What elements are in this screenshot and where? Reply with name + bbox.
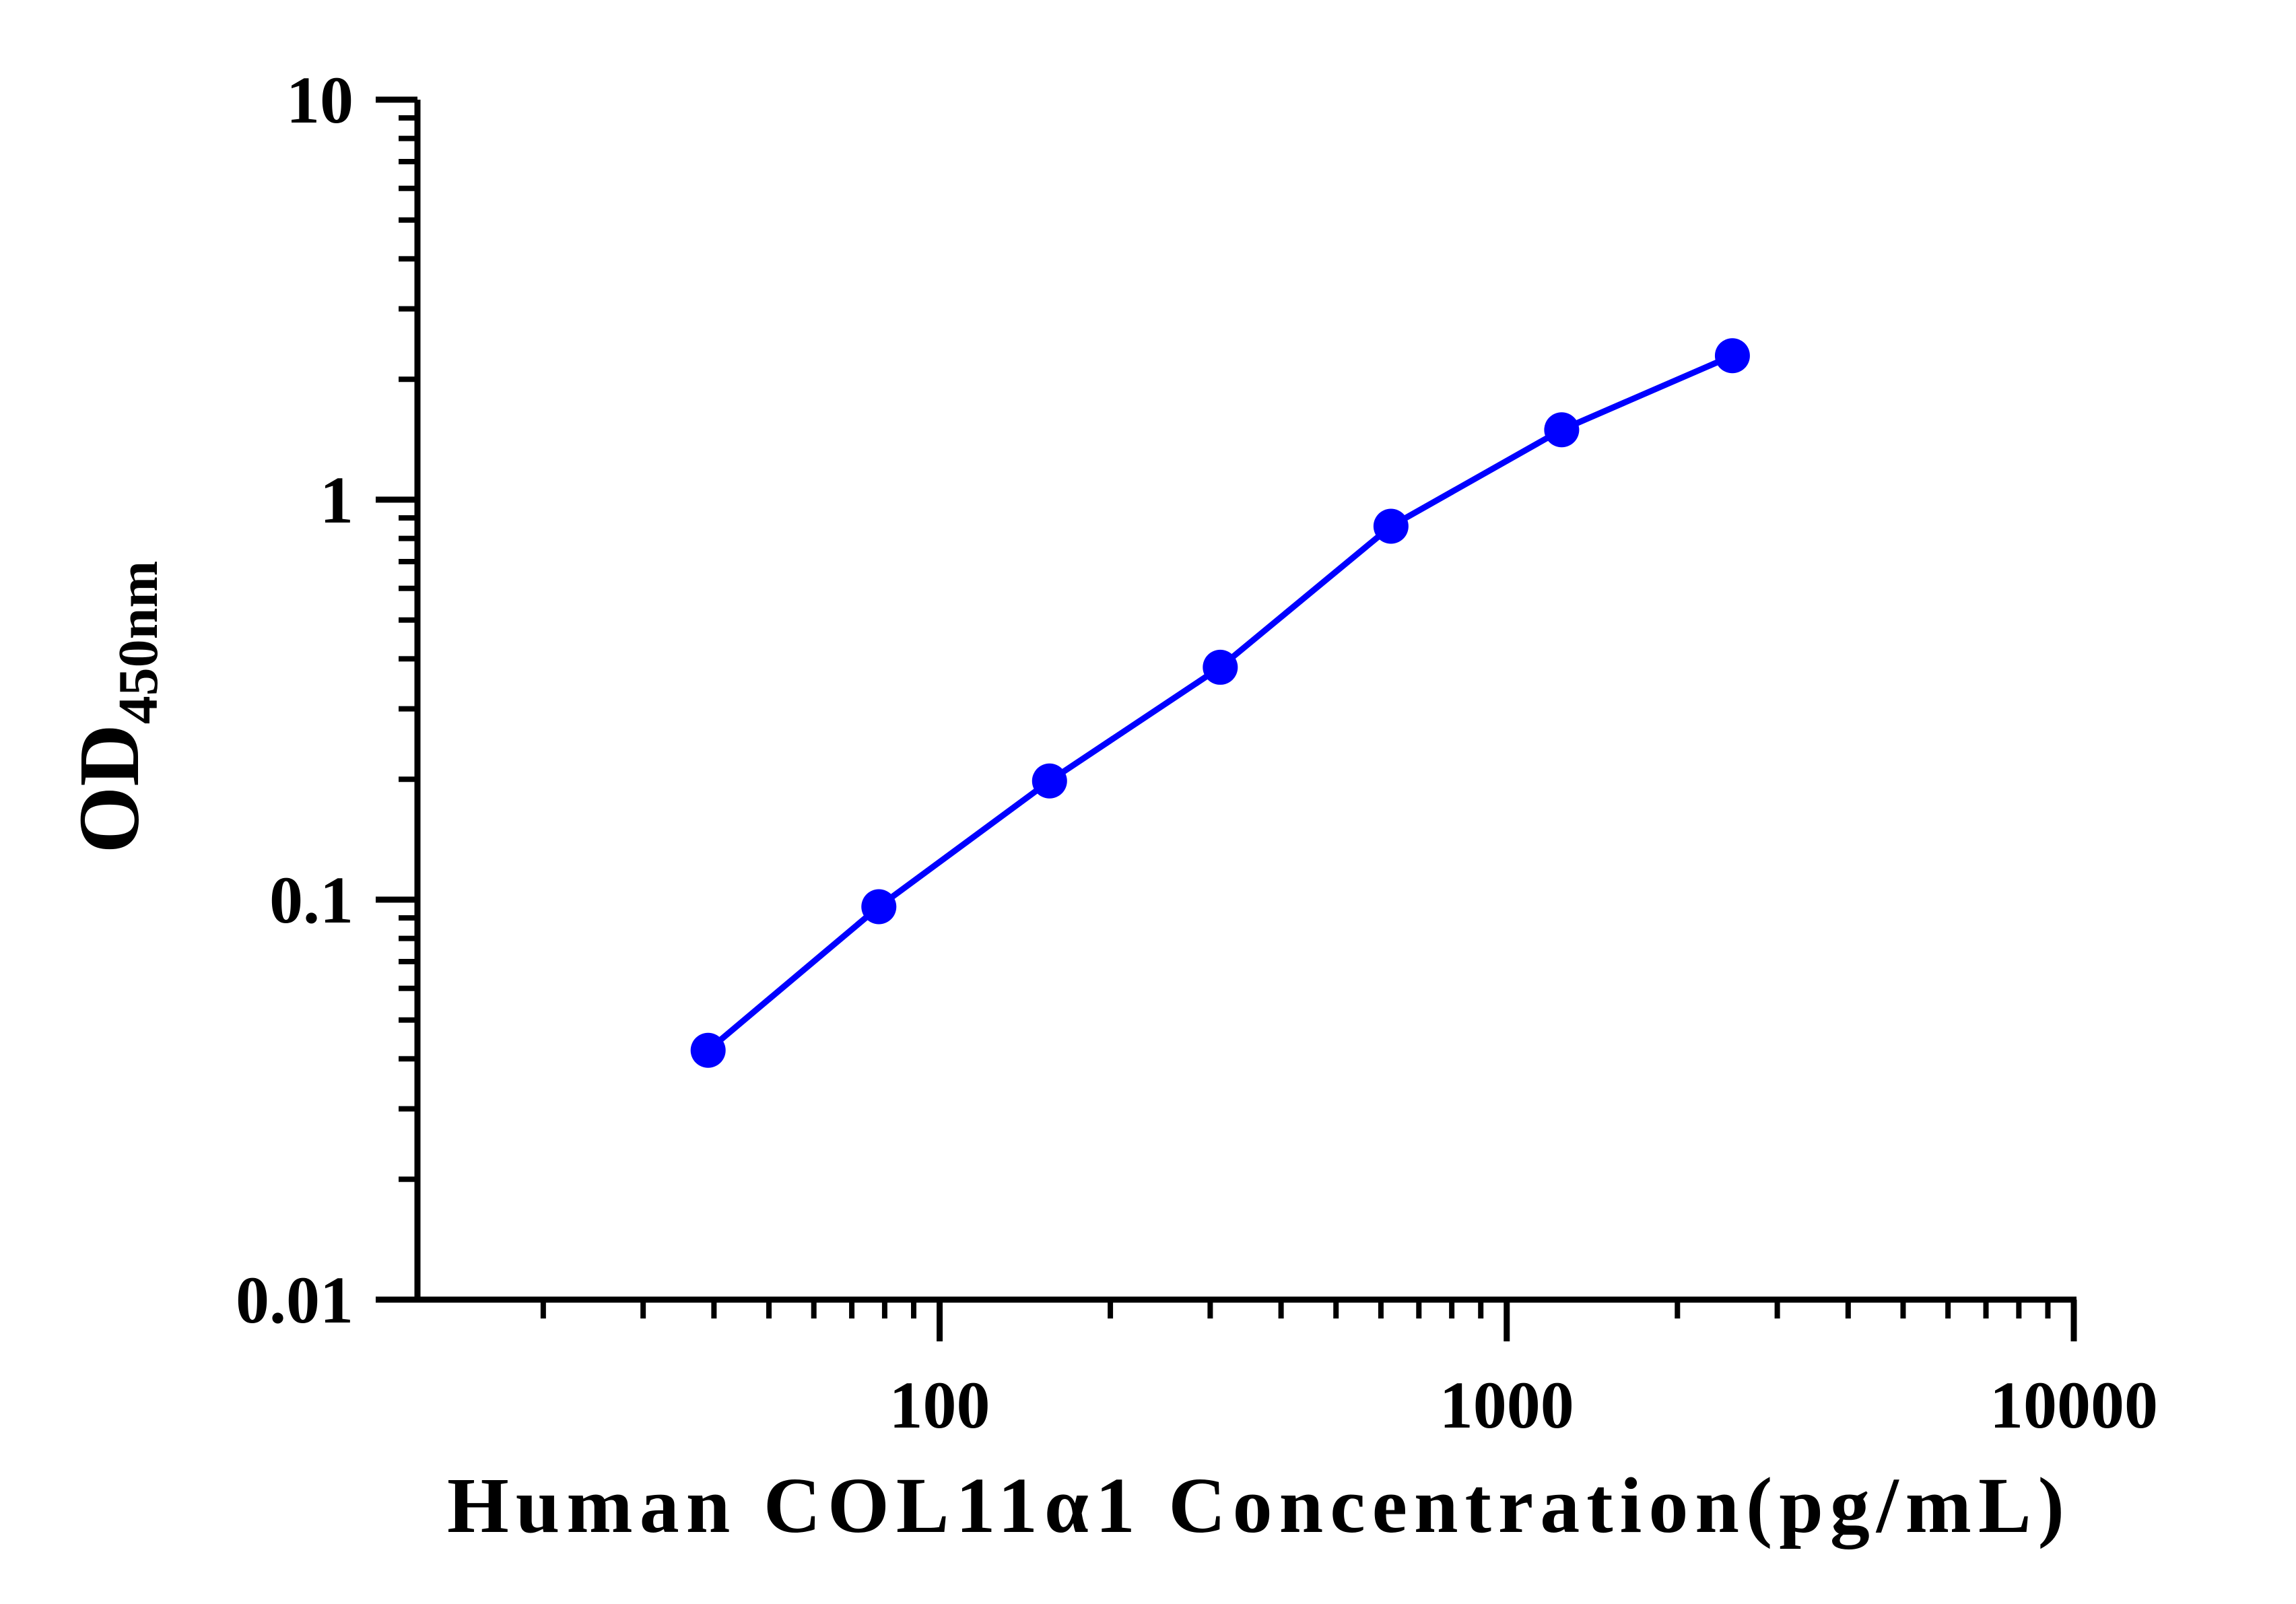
x-tick-label: 100 (889, 1368, 990, 1442)
axes (376, 96, 2077, 1341)
data-point (1373, 508, 1409, 544)
series-layer (690, 338, 1750, 1068)
y-tick-label: 10 (286, 63, 353, 137)
y-tick-label: 1 (320, 463, 353, 537)
y-axis-title-subscript: 450nm (107, 561, 170, 725)
y-axis-title: OD450nm (61, 561, 170, 854)
y-tick-label: 0.1 (269, 863, 353, 937)
data-point (1714, 338, 1750, 374)
data-point (1544, 412, 1580, 448)
x-tick-label: 1000 (1440, 1368, 1574, 1442)
data-point (1032, 763, 1067, 799)
data-point (690, 1032, 726, 1068)
x-axis-title: Human COL11α1 Concentration(pg/mL) (447, 1461, 2071, 1549)
series-line (706, 353, 1734, 1053)
x-tick-label: 10000 (1990, 1368, 2158, 1442)
data-point (1203, 649, 1238, 685)
labels: 0.01 0.1 1 10 100 1000 10000 Human COL11α1 Conc… (61, 63, 2158, 1549)
data-point (861, 889, 897, 925)
y-tick-label: 0.01 (236, 1263, 353, 1337)
y-axis-title-main: OD (61, 724, 157, 853)
